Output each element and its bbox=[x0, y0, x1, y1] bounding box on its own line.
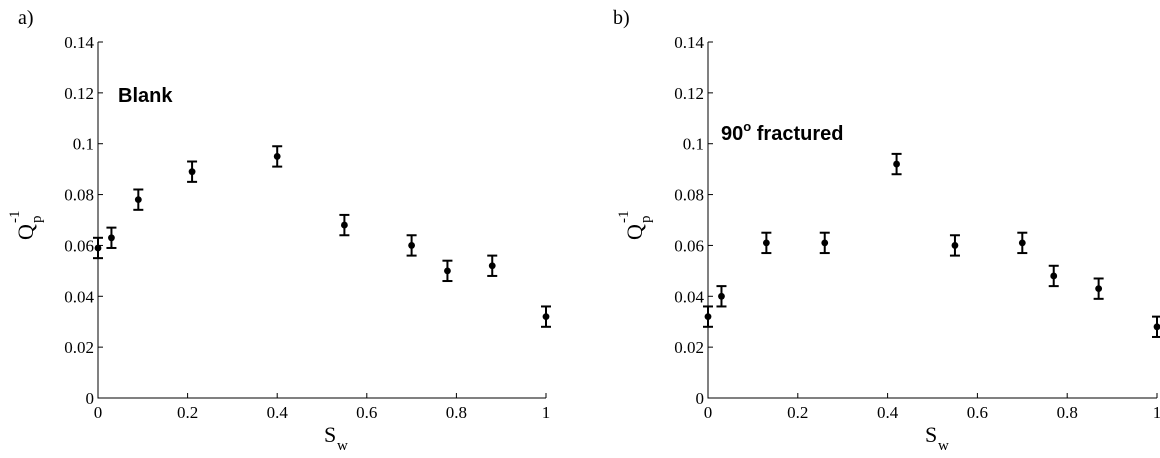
y-tick-label: 0.12 bbox=[64, 84, 94, 103]
y-axis-label-main: Q bbox=[13, 224, 38, 240]
data-point bbox=[406, 234, 417, 257]
y-tick-label: 0.1 bbox=[73, 135, 94, 154]
y-tick-label: 0 bbox=[696, 389, 705, 408]
panel-a: a) Blank 0 0.02 0.04 0.06 0.08 0.1 0.12 0.14 0 0.… bbox=[7, 7, 551, 454]
x-axis-label: S w bbox=[324, 422, 348, 454]
x-axis-label-main: S bbox=[925, 422, 937, 447]
annotation: Blank bbox=[118, 85, 173, 107]
y-tick-label: 0.06 bbox=[674, 236, 704, 255]
x-axis-label: S w bbox=[925, 422, 949, 454]
data-marks bbox=[93, 145, 551, 328]
x-tick-label: 0.8 bbox=[1057, 403, 1078, 422]
x-tick-label: 0.2 bbox=[177, 403, 198, 422]
point-marker bbox=[408, 242, 415, 249]
point-marker bbox=[108, 234, 115, 242]
data-point bbox=[541, 305, 551, 328]
x-tick-label: 0.4 bbox=[267, 403, 289, 422]
data-point bbox=[442, 259, 453, 283]
x-tick-label: 0 bbox=[704, 403, 713, 422]
x-axis-label-sub: w bbox=[337, 438, 348, 454]
point-marker bbox=[134, 196, 142, 204]
y-tick-label: 0.14 bbox=[64, 33, 94, 52]
y-axis-label: Q p -1 bbox=[616, 211, 654, 241]
x-tick-label: 0.6 bbox=[356, 403, 377, 422]
data-point bbox=[106, 226, 117, 249]
y-axis-label-sup: -1 bbox=[616, 211, 632, 224]
point-marker bbox=[762, 239, 770, 247]
point-marker bbox=[1095, 285, 1103, 293]
point-marker bbox=[542, 313, 550, 321]
data-point bbox=[187, 160, 198, 183]
point-marker bbox=[1153, 323, 1160, 331]
axes-frame bbox=[97, 42, 546, 399]
data-point bbox=[716, 285, 727, 308]
data-point bbox=[272, 145, 283, 168]
axes-frame bbox=[707, 42, 1157, 399]
point-marker bbox=[1050, 272, 1058, 280]
y-tick-label: 0.12 bbox=[674, 84, 704, 103]
data-point bbox=[339, 213, 350, 237]
y-tick-label: 0.06 bbox=[64, 236, 94, 255]
annotation: 90o fractured bbox=[721, 119, 843, 145]
y-axis-label-main: Q bbox=[622, 224, 647, 240]
y-tick-label: 0.1 bbox=[683, 135, 704, 154]
data-point bbox=[133, 188, 144, 211]
y-axis-label: Q p -1 bbox=[7, 211, 45, 241]
x-tick-label: 0.6 bbox=[967, 403, 988, 422]
annotation-main: 90 bbox=[721, 123, 743, 145]
data-point bbox=[949, 234, 960, 257]
panel-label: b) bbox=[613, 7, 630, 29]
point-marker bbox=[951, 242, 959, 249]
y-tick-label: 0 bbox=[86, 389, 95, 408]
point-marker bbox=[1018, 239, 1026, 247]
data-point bbox=[1093, 277, 1104, 300]
y-axis-label-sup: -1 bbox=[7, 211, 23, 224]
data-point bbox=[761, 231, 772, 255]
panel-label: a) bbox=[18, 7, 34, 29]
point-marker bbox=[821, 239, 829, 247]
data-point bbox=[1048, 264, 1059, 288]
x-tick-label: 1 bbox=[1153, 403, 1160, 422]
x-tick-label: 0.8 bbox=[446, 403, 467, 422]
y-tick-label: 0.02 bbox=[674, 338, 704, 357]
point-marker bbox=[444, 267, 451, 275]
panel-b: b) 90o fractured 0 0.02 0.04 0.06 0.08 0.1 0.1… bbox=[613, 7, 1160, 454]
x-tick-label: 1 bbox=[542, 403, 551, 422]
point-marker bbox=[273, 153, 281, 160]
x-axis-label-main: S bbox=[324, 422, 336, 447]
y-tick-label: 0.04 bbox=[674, 287, 704, 306]
point-marker bbox=[188, 168, 196, 176]
y-tick-label: 0.08 bbox=[674, 186, 704, 205]
point-marker bbox=[718, 292, 725, 300]
data-point bbox=[891, 152, 902, 176]
y-tick-label: 0.02 bbox=[64, 338, 94, 357]
ticks: 0 0.02 0.04 0.06 0.08 0.1 0.12 0.14 0 0.2 0.4 0.6 0.… bbox=[64, 33, 550, 422]
data-point bbox=[1017, 231, 1028, 255]
ticks: 0 0.02 0.04 0.06 0.08 0.1 0.12 0.14 0 0.2 0.4 0.6 0.… bbox=[674, 33, 1160, 422]
y-axis-label-sub: p bbox=[638, 216, 654, 224]
data-point bbox=[819, 231, 830, 255]
x-tick-label: 0.2 bbox=[787, 403, 808, 422]
x-axis-label-sub: w bbox=[938, 438, 949, 454]
data-point bbox=[1152, 315, 1160, 338]
point-marker bbox=[488, 262, 496, 270]
y-tick-label: 0.08 bbox=[64, 186, 94, 205]
x-tick-label: 0.4 bbox=[877, 403, 899, 422]
y-tick-label: 0.14 bbox=[674, 33, 704, 52]
annotation-sup: o bbox=[743, 119, 751, 134]
y-axis-label-sub: p bbox=[29, 216, 45, 224]
x-tick-label: 0 bbox=[94, 403, 103, 422]
point-marker bbox=[893, 160, 900, 168]
data-marks bbox=[703, 152, 1160, 338]
annotation-rest: fractured bbox=[751, 123, 843, 145]
y-tick-label: 0.04 bbox=[64, 287, 94, 306]
point-marker bbox=[341, 221, 348, 229]
data-point bbox=[487, 254, 498, 277]
